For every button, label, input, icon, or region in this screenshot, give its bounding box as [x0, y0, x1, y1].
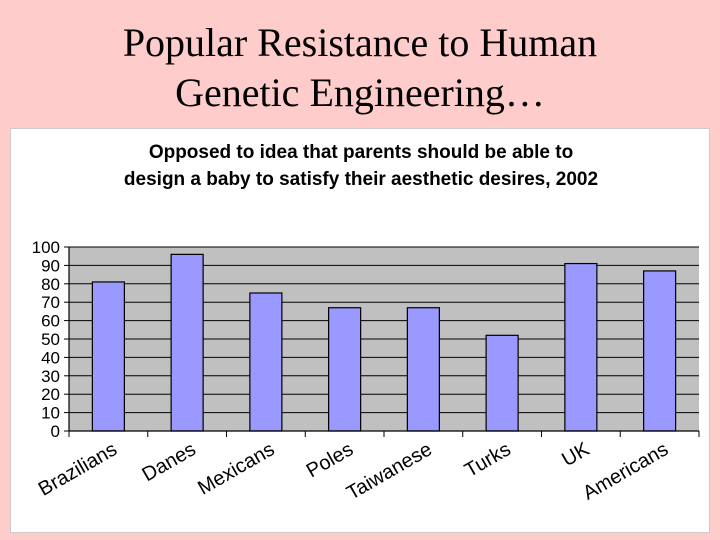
x-category-label: Americans [579, 438, 672, 504]
x-category-label: Turks [461, 438, 515, 482]
y-tick-label: 80 [41, 275, 60, 294]
y-tick-label: 60 [41, 312, 60, 331]
y-tick-label: 10 [41, 404, 60, 423]
slide-title-line-2: Genetic Engineering… [175, 70, 545, 115]
chart-title-line-1: Opposed to idea that parents should be a… [148, 142, 574, 163]
y-tick-label: 70 [41, 293, 60, 312]
y-tick-label: 90 [41, 256, 60, 275]
x-category-label: Danes [139, 438, 200, 486]
slide-title: Popular Resistance to Human Genetic Engi… [0, 18, 720, 118]
bar-brazilians [91, 281, 125, 432]
chart-panel: Opposed to idea that parents should be a… [10, 128, 710, 533]
x-category-label: Mexicans [194, 438, 278, 499]
bar-taiwanese [406, 307, 440, 432]
chart-title-line-2: design a baby to satisfy their aesthetic… [123, 169, 599, 190]
y-tick-label: 40 [41, 348, 60, 367]
y-tick-label: 50 [41, 330, 60, 349]
bar-danes [170, 253, 204, 432]
y-tick-label: 100 [32, 238, 60, 257]
x-category-label: Poles [303, 438, 357, 482]
x-category-label: UK [558, 438, 594, 471]
bar-uk [564, 262, 598, 432]
y-tick-label: 0 [51, 422, 60, 441]
y-tick-label: 30 [41, 367, 60, 386]
slide-title-line-1: Popular Resistance to Human [122, 20, 598, 65]
chart-title: Opposed to idea that parents should be a… [11, 139, 711, 193]
bar-americans [643, 270, 677, 432]
bar-poles [328, 307, 362, 432]
bar-turks [485, 334, 519, 432]
x-category-label: Brazilians [35, 438, 121, 500]
y-tick-label: 20 [41, 385, 60, 404]
x-category-label: Taiwanese [343, 438, 436, 504]
bar-mexicans [249, 292, 283, 432]
